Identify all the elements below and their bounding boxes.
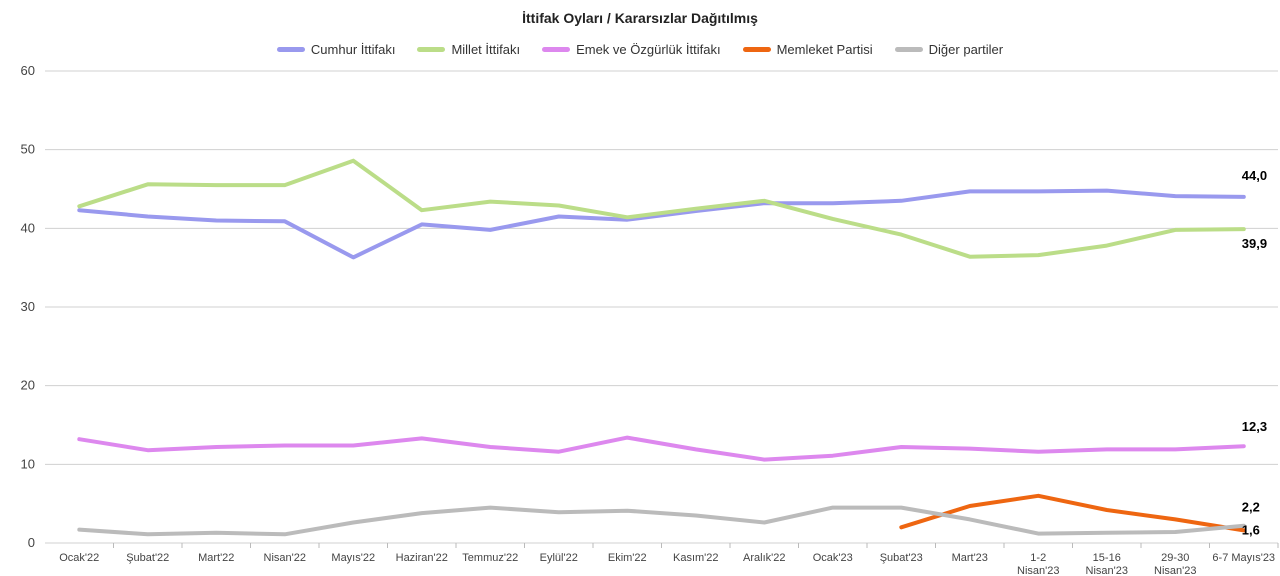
legend-item: Emek ve Özgürlük İttifakı xyxy=(542,42,721,57)
legend-swatch xyxy=(742,47,771,52)
x-tick-label: Ocak'22 xyxy=(59,552,99,564)
x-tick-label: 1-2 Nisan'23 xyxy=(1017,552,1059,576)
x-tick-label: Mart'23 xyxy=(952,552,988,564)
x-tick-label: Eylül'22 xyxy=(540,552,578,564)
legend-item: Memleket Partisi xyxy=(742,42,873,57)
legend-label: Diğer partiler xyxy=(928,42,1004,57)
y-tick-label: 50 xyxy=(21,142,35,157)
x-tick-label: Nisan'22 xyxy=(264,552,306,564)
x-tick-label: Haziran'22 xyxy=(396,552,448,564)
x-tick-label: 6-7 Mayıs'23 xyxy=(1212,552,1275,564)
end-label: 2,2 xyxy=(1242,500,1260,515)
y-tick-label: 0 xyxy=(28,535,35,550)
legend-label: Memleket Partisi xyxy=(776,42,873,57)
series-line-1 xyxy=(77,158,1246,259)
series-line-4 xyxy=(77,505,1246,537)
x-tick-label: Mart'22 xyxy=(198,552,234,564)
x-tick-label: Aralık'22 xyxy=(743,552,785,564)
end-label: 12,3 xyxy=(1242,419,1267,434)
legend-swatch xyxy=(417,47,446,52)
legend-swatch xyxy=(276,47,305,52)
x-tick-label: Mayıs'22 xyxy=(331,552,375,564)
legend-item: Millet İttifakı xyxy=(417,42,520,57)
chart-title: İttifak Oyları / Kararsızlar Dağıtılmış xyxy=(522,10,758,26)
legend-swatch xyxy=(542,47,571,52)
y-tick-label: 30 xyxy=(21,299,35,314)
end-label: 39,9 xyxy=(1242,236,1267,251)
series-line-3 xyxy=(899,493,1246,533)
legend-item: Cumhur İttifakı xyxy=(276,42,396,57)
y-tick-label: 20 xyxy=(21,378,35,393)
y-tick-label: 40 xyxy=(21,220,35,235)
end-label: 1,6 xyxy=(1242,522,1260,537)
legend-label: Millet İttifakı xyxy=(451,42,521,57)
series-line-2 xyxy=(77,435,1246,462)
y-tick-label: 60 xyxy=(21,63,35,78)
end-label: 44,0 xyxy=(1242,168,1267,183)
y-tick-label: 10 xyxy=(21,456,35,471)
legend: Cumhur İttifakı Millet İttifakı Emek ve Öz… xyxy=(0,42,1280,57)
x-tick-label: Şubat'23 xyxy=(880,552,923,564)
x-tick-label: Temmuz'22 xyxy=(462,552,518,564)
legend-label: Cumhur İttifakı xyxy=(310,42,396,57)
legend-item: Diğer partiler xyxy=(894,42,1004,57)
x-tick-label: Şubat'22 xyxy=(126,552,169,564)
x-tick-label: 15-16 Nisan'23 xyxy=(1086,552,1128,576)
x-tick-label: 29-30 Nisan'23 xyxy=(1154,552,1196,576)
x-tick-label: Ekim'22 xyxy=(608,552,647,564)
legend-label: Emek ve Özgürlük İttifakı xyxy=(576,42,721,57)
x-tick-label: Kasım'22 xyxy=(673,552,719,564)
series-line-0 xyxy=(77,188,1246,260)
legend-swatch xyxy=(894,47,923,52)
x-tick-label: Ocak'23 xyxy=(813,552,853,564)
